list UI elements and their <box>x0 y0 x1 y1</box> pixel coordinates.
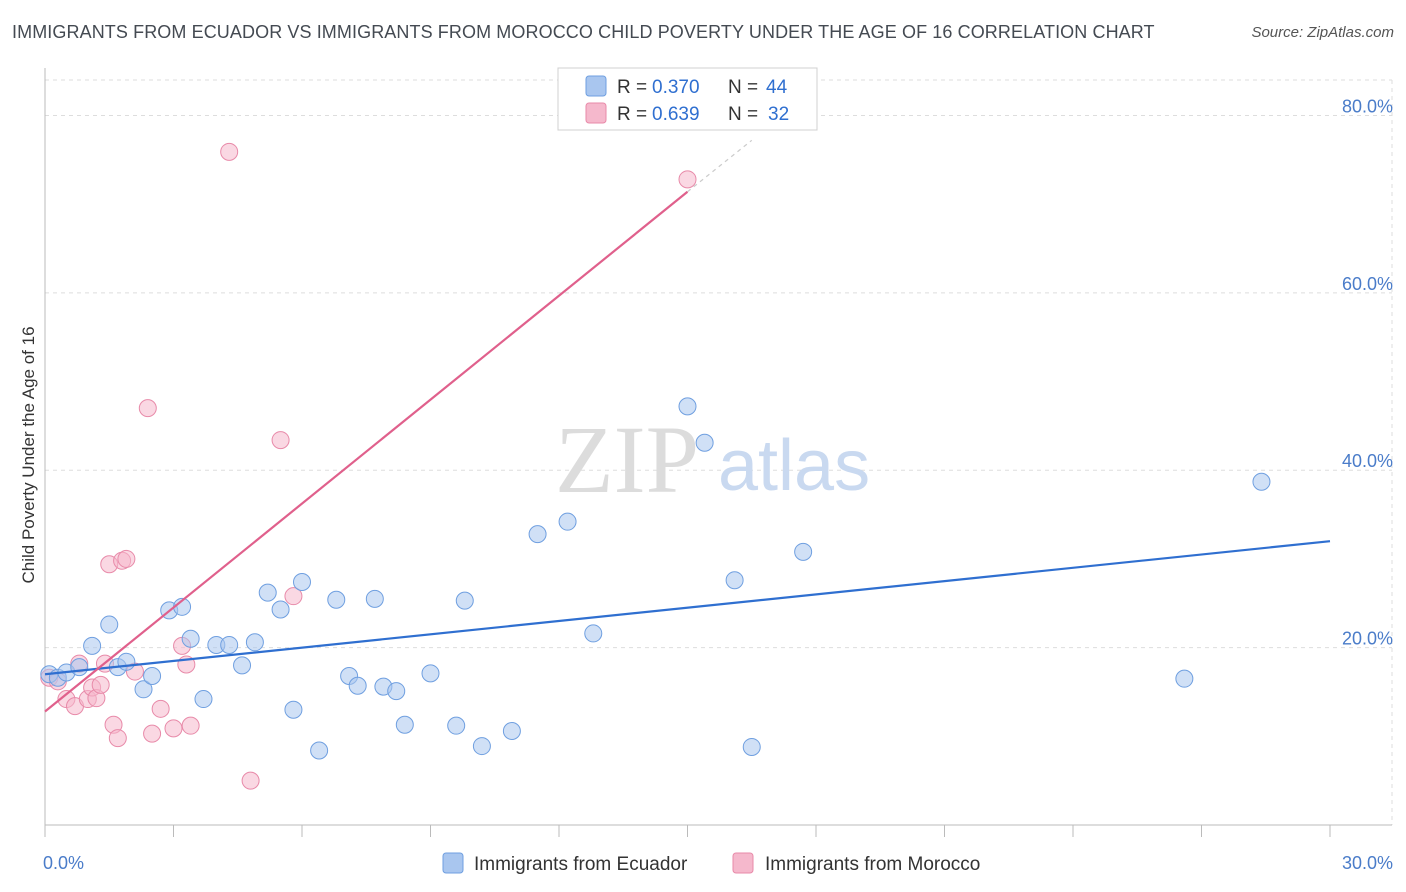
morocco-point <box>138 399 157 418</box>
ecuador-point <box>455 591 474 610</box>
trend-lines <box>44 139 1331 713</box>
y-tick-label: 60.0% <box>1342 274 1393 294</box>
ecuador-point <box>220 635 239 654</box>
morocco-point <box>220 142 239 161</box>
legend-n-label-ecuador: N = <box>728 77 758 98</box>
ecuador-point <box>310 741 329 760</box>
ecuador-point <box>134 680 153 699</box>
ecuador-point <box>327 590 346 609</box>
chart-title: IMMIGRANTS FROM ECUADOR VS IMMIGRANTS FR… <box>12 22 1155 42</box>
morocco-point <box>241 771 260 790</box>
ecuador-point <box>271 600 290 619</box>
morocco-point <box>91 675 110 694</box>
bottom-legend: Immigrants from Ecuador Immigrants from … <box>442 852 980 875</box>
morocco-point <box>181 716 200 735</box>
bottom-legend-swatch-ecuador <box>442 852 464 874</box>
morocco-point <box>164 719 183 738</box>
y-tick-label: 40.0% <box>1342 451 1393 471</box>
tick-labels: 20.0% 40.0% 60.0% 80.0% 0.0% 30.0% <box>43 96 1393 873</box>
morocco-trend-line <box>44 190 689 713</box>
y-tick-label: 80.0% <box>1342 96 1393 116</box>
ecuador-point <box>395 715 414 734</box>
ecuador-point <box>447 716 466 735</box>
y-axis-label: Child Poverty Under the Age of 16 <box>19 326 38 583</box>
legend-r-value-ecuador: 0.370 <box>652 77 700 98</box>
ecuador-point <box>245 633 264 652</box>
bottom-legend-label-morocco: Immigrants from Morocco <box>765 854 980 875</box>
watermark-atlas: atlas <box>718 426 870 506</box>
ecuador-point <box>181 629 200 648</box>
ecuador-point <box>293 572 311 591</box>
ecuador-point <box>348 676 367 695</box>
ecuador-point <box>695 433 714 452</box>
ecuador-point <box>233 656 252 675</box>
x-tick-label: 30.0% <box>1342 853 1393 873</box>
ecuador-points <box>40 397 1271 760</box>
legend-swatch-ecuador <box>585 75 607 97</box>
ecuador-point <box>528 525 547 544</box>
ecuador-point <box>678 397 697 416</box>
bottom-legend-swatch-morocco <box>732 852 754 874</box>
watermark-zip: ZIP <box>555 406 699 513</box>
ecuador-point <box>117 652 136 671</box>
ecuador-point <box>284 700 303 719</box>
legend-swatch-morocco <box>585 102 607 124</box>
ecuador-point <box>365 589 384 608</box>
legend-r-label-ecuador: R = <box>617 77 647 98</box>
watermark: ZIP atlas <box>555 406 870 513</box>
legend-r-label-morocco: R = <box>617 104 647 125</box>
ecuador-point <box>83 636 102 655</box>
ecuador-point <box>502 721 521 740</box>
morocco-point <box>143 724 162 743</box>
axes <box>44 68 1392 837</box>
ecuador-trend-line <box>44 540 1331 676</box>
ecuador-point <box>725 571 744 590</box>
morocco-point <box>108 729 127 748</box>
y-tick-label: 20.0% <box>1342 629 1393 649</box>
legend: R = 0.370 N = 44 R = 0.639 N = 32 <box>557 67 818 131</box>
ecuador-point <box>258 583 277 602</box>
x-tick-label: 0.0% <box>43 853 84 873</box>
legend-n-value-morocco: 32 <box>768 104 789 125</box>
ecuador-point <box>387 682 406 701</box>
ecuador-point <box>100 615 119 634</box>
morocco-point <box>678 170 697 189</box>
ecuador-point <box>1175 669 1194 688</box>
morocco-point <box>117 549 136 568</box>
ecuador-point <box>584 624 603 643</box>
legend-n-label-morocco: N = <box>728 104 758 125</box>
bottom-legend-label-ecuador: Immigrants from Ecuador <box>474 854 688 875</box>
legend-n-value-ecuador: 44 <box>766 77 788 98</box>
legend-r-value-morocco: 0.639 <box>652 104 700 125</box>
ecuador-point <box>421 664 440 683</box>
morocco-trend-extension <box>687 139 753 193</box>
ecuador-point <box>742 737 761 756</box>
source-label: Source: ZipAtlas.com <box>1251 24 1394 41</box>
ecuador-point <box>70 658 89 677</box>
ecuador-point <box>143 667 162 685</box>
ecuador-point <box>194 690 213 709</box>
morocco-point <box>284 587 303 606</box>
ecuador-point <box>1252 472 1271 491</box>
ecuador-point <box>558 512 577 531</box>
morocco-point <box>271 431 290 450</box>
ecuador-point <box>472 737 491 756</box>
morocco-point <box>151 699 170 718</box>
ecuador-point <box>794 542 813 561</box>
